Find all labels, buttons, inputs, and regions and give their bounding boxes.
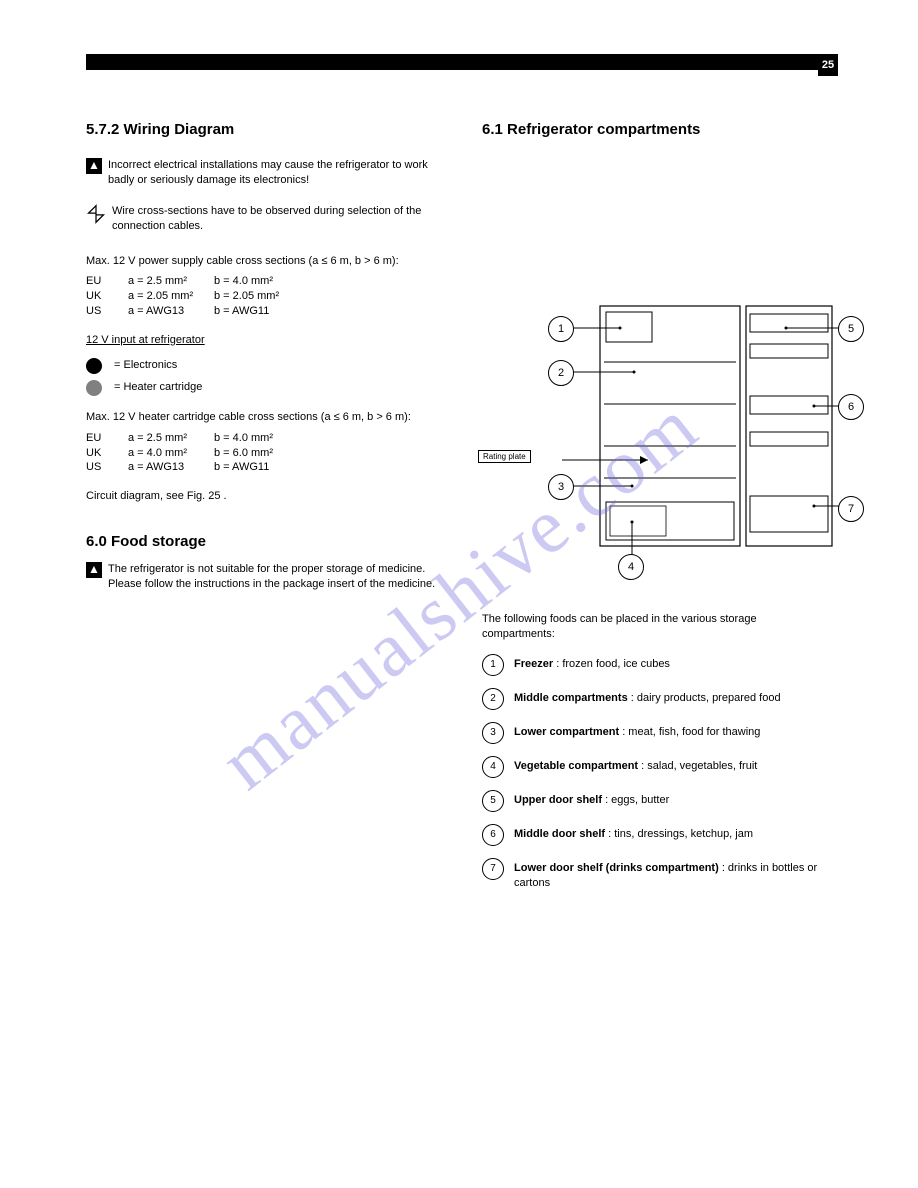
max-12v-heater-heading: Max. 12 V heater cartridge cable cross s… bbox=[86, 410, 446, 425]
wire-row: EUa = 2.5 mm²b = 4.0 mm² bbox=[86, 431, 446, 446]
legend-text: Middle door shelf : tins, dressings, ket… bbox=[514, 824, 753, 842]
legend-text: Upper door shelf : eggs, butter bbox=[514, 790, 669, 808]
label-12v-input: 12 V input at refrigerator bbox=[86, 333, 446, 348]
legend-number: 3 bbox=[482, 722, 504, 744]
page-number: 25 bbox=[818, 54, 838, 76]
diagram-callout-4: 4 bbox=[618, 554, 644, 580]
warning-food-text: The refrigerator is not suitable for the… bbox=[108, 562, 446, 592]
legend-row: 5 Upper door shelf : eggs, butter bbox=[482, 790, 828, 812]
legend-number: 5 bbox=[482, 790, 504, 812]
legend-text: Lower door shelf (drinks compartment) : … bbox=[514, 858, 828, 891]
diagram-callout-2: 2 bbox=[548, 360, 574, 386]
wire-row: USa = AWG13b = AWG11 bbox=[86, 304, 446, 319]
dot-black-icon bbox=[86, 358, 102, 374]
legend-row: 1 Freezer : frozen food, ice cubes bbox=[482, 654, 828, 676]
header-bar bbox=[86, 54, 828, 70]
diagram-callout-3: 3 bbox=[548, 474, 574, 500]
rating-plate-label: Rating plate bbox=[478, 450, 531, 463]
wire-row: USa = AWG13b = AWG11 bbox=[86, 460, 446, 475]
warning-wiring-text: Incorrect electrical installations may c… bbox=[108, 158, 446, 188]
max-12v-supply-heading: Max. 12 V power supply cable cross secti… bbox=[86, 254, 446, 269]
heading-food-storage: 6.0 Food storage bbox=[86, 532, 446, 552]
legend-text: Freezer : frozen food, ice cubes bbox=[514, 654, 670, 672]
diagram-callout-1: 1 bbox=[548, 316, 574, 342]
legend-text: Middle compartments : dairy products, pr… bbox=[514, 688, 781, 706]
legend-row: 3 Lower compartment : meat, fish, food fo… bbox=[482, 722, 828, 744]
diagram-callout-7: 7 bbox=[838, 496, 864, 522]
dot-black-label: = Electronics bbox=[114, 358, 177, 373]
legend-row: 4 Vegetable compartment : salad, vegetabl… bbox=[482, 756, 828, 778]
legend-number: 6 bbox=[482, 824, 504, 846]
wire-row: UKa = 4.0 mm²b = 6.0 mm² bbox=[86, 446, 446, 461]
legend-row: 2 Middle compartments : dairy products, p… bbox=[482, 688, 828, 710]
warning-icon-2 bbox=[86, 562, 102, 578]
dot-gray-icon bbox=[86, 380, 102, 396]
diagram-callout-6: 6 bbox=[838, 394, 864, 420]
circuit-diagram-ref: Circuit diagram, see Fig. 25 . bbox=[86, 489, 446, 504]
heading-compartments: 6.1 Refrigerator compartments bbox=[482, 120, 828, 140]
legend-text: Lower compartment : meat, fish, food for… bbox=[514, 722, 760, 740]
legend-number: 1 bbox=[482, 654, 504, 676]
legend-number: 7 bbox=[482, 858, 504, 880]
dot-gray-label: = Heater cartridge bbox=[114, 380, 202, 395]
legend-row: 6 Middle door shelf : tins, dressings, ke… bbox=[482, 824, 828, 846]
note-icon bbox=[86, 204, 106, 224]
wire-row: EUa = 2.5 mm²b = 4.0 mm² bbox=[86, 274, 446, 289]
wire-row: UKa = 2.05 mm²b = 2.05 mm² bbox=[86, 289, 446, 304]
legend-text: Vegetable compartment : salad, vegetable… bbox=[514, 756, 757, 774]
diagram-callout-5: 5 bbox=[838, 316, 864, 342]
wire-table-supply: EUa = 2.5 mm²b = 4.0 mm²UKa = 2.05 mm²b … bbox=[86, 274, 446, 319]
legend-row: 7 Lower door shelf (drinks compartment) :… bbox=[482, 858, 828, 891]
legend-number: 2 bbox=[482, 688, 504, 710]
legend-number: 4 bbox=[482, 756, 504, 778]
heading-wiring: 5.7.2 Wiring Diagram bbox=[86, 120, 446, 140]
legend-intro: The following foods can be placed in the… bbox=[482, 612, 828, 642]
warning-icon bbox=[86, 158, 102, 174]
fridge-diagram bbox=[560, 300, 850, 558]
note-cross-section-text: Wire cross-sections have to be observed … bbox=[112, 204, 446, 234]
wire-table-heater: EUa = 2.5 mm²b = 4.0 mm²UKa = 4.0 mm²b =… bbox=[86, 431, 446, 476]
